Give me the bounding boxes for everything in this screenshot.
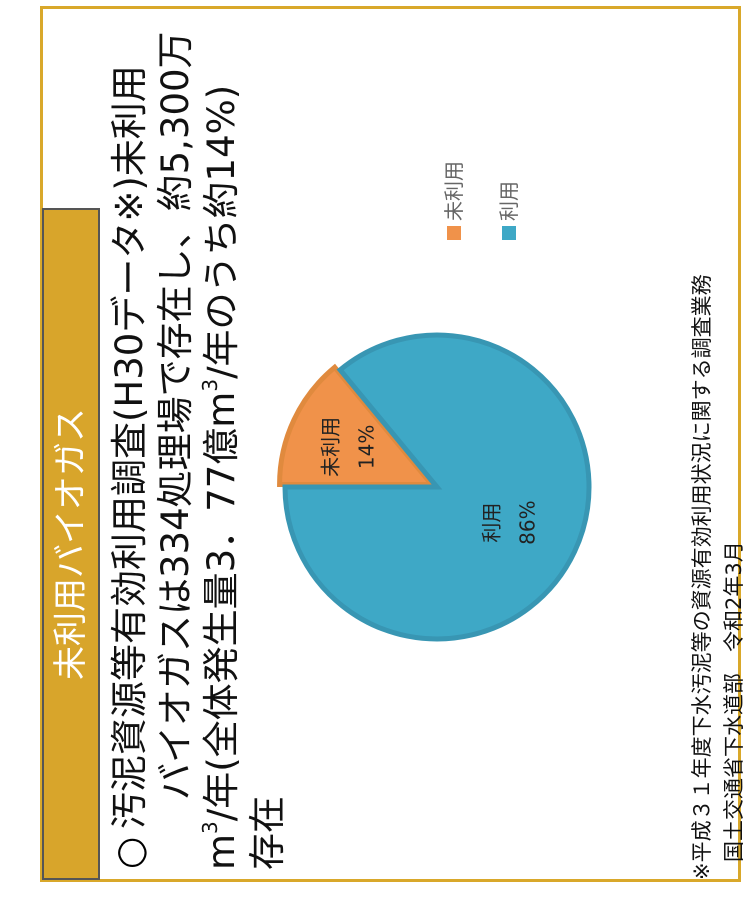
slice-label: 利用 <box>480 503 504 543</box>
footnote: ※平成３１年度下水汚泥等の資源有効利用状況に関する調査業務 <box>690 274 714 880</box>
legend-label: 利用 <box>497 181 521 221</box>
legend-swatch <box>447 226 461 240</box>
pie-slice <box>277 363 437 487</box>
slice-label: 未利用 <box>319 417 343 477</box>
legend-swatch <box>502 226 516 240</box>
footnote: 国土交通省下水道部 令和2年3月 <box>722 541 746 862</box>
slice-value: 86% <box>516 500 540 544</box>
slice-value: 14% <box>355 425 379 469</box>
legend-label: 未利用 <box>442 161 466 221</box>
pie-slice <box>282 332 592 642</box>
